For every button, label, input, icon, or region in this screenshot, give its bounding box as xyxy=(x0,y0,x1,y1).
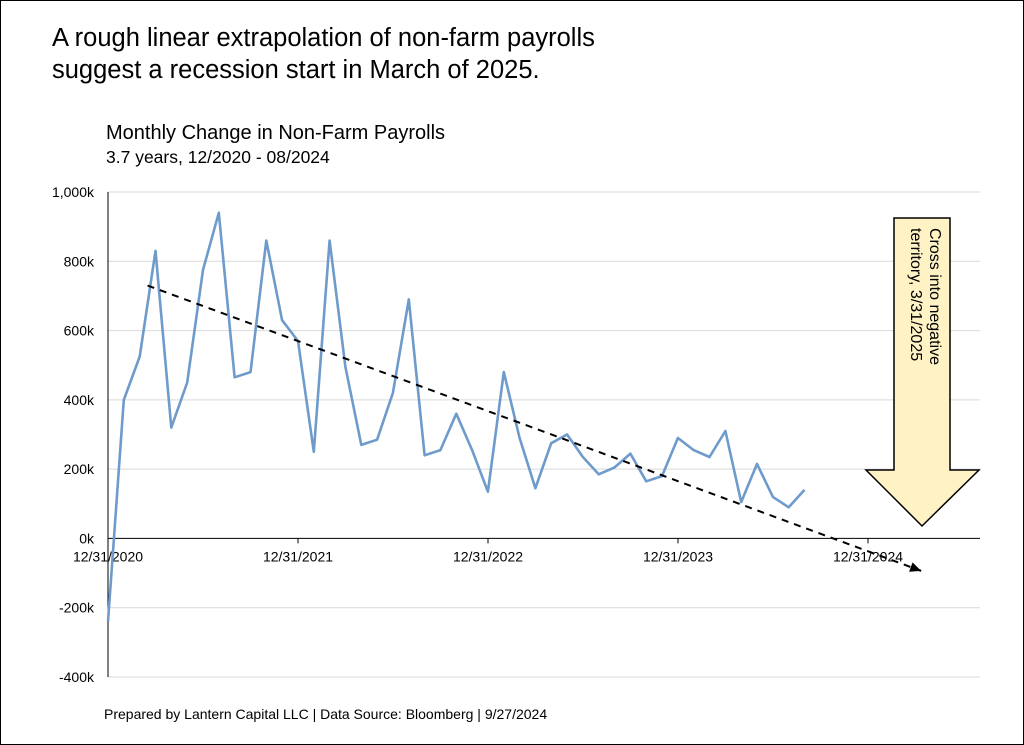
callout-text-line: Cross into negative xyxy=(926,228,943,365)
x-tick-label: 12/31/2021 xyxy=(263,548,333,564)
headline: A rough linear extrapolation of non-farm… xyxy=(52,24,595,84)
y-tick-labels: -400k -200k 0k 200k 400k 600k 800k 1,000k xyxy=(52,184,95,685)
x-tick-label: 12/31/2024 xyxy=(833,548,903,564)
x-tick-label: 12/31/2023 xyxy=(643,548,713,564)
x-tick-label: 12/31/2022 xyxy=(453,548,523,564)
trend-arrowhead xyxy=(909,562,922,572)
callout-text-line: territory, 3/31/2025 xyxy=(907,228,924,361)
y-tick-label: -200k xyxy=(59,600,95,616)
y-tick-label: 800k xyxy=(64,253,95,269)
x-tick-label: 12/31/2020 xyxy=(73,548,143,564)
trend-line xyxy=(147,284,922,572)
y-tick-label: 200k xyxy=(64,461,95,477)
y-tick-label: 1,000k xyxy=(52,184,95,200)
footer-source: Prepared by Lantern Capital LLC | Data S… xyxy=(104,706,548,722)
axes xyxy=(107,192,980,677)
y-tick-label: 600k xyxy=(64,323,95,339)
x-tick-labels: 12/31/2020 12/31/2021 12/31/2022 12/31/2023… xyxy=(73,538,903,564)
series xyxy=(106,211,922,622)
y-tick-label: -400k xyxy=(59,669,95,685)
callout-arrow-shape xyxy=(864,217,981,528)
gridlines xyxy=(108,191,980,678)
chart-subtitle: 3.7 years, 12/2020 - 08/2024 xyxy=(106,147,330,167)
chart-title: Monthly Change in Non-Farm Payrolls xyxy=(106,122,446,144)
y-tick-label: 0k xyxy=(79,530,95,546)
y-tick-label: 400k xyxy=(64,392,95,408)
